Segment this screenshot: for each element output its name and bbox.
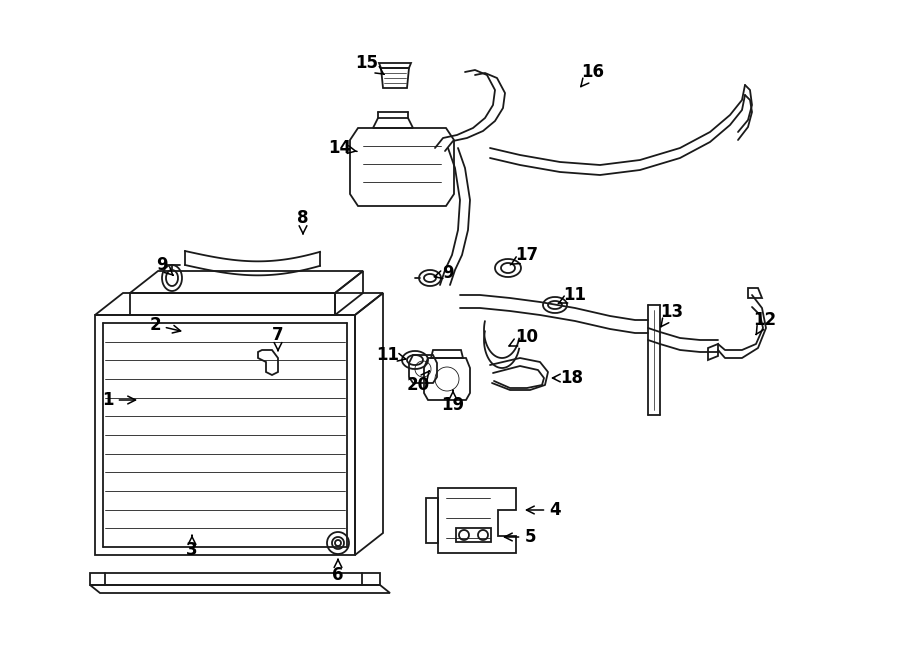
Text: 2: 2 bbox=[149, 316, 181, 334]
Text: 15: 15 bbox=[356, 54, 384, 74]
Text: 14: 14 bbox=[328, 139, 357, 157]
Text: 3: 3 bbox=[186, 535, 198, 559]
Text: 18: 18 bbox=[553, 369, 583, 387]
Text: 6: 6 bbox=[332, 560, 344, 584]
Text: 20: 20 bbox=[407, 371, 429, 394]
Text: 9: 9 bbox=[435, 264, 454, 282]
Text: 11: 11 bbox=[376, 346, 406, 364]
Text: 9: 9 bbox=[157, 256, 173, 275]
Text: 19: 19 bbox=[441, 391, 464, 414]
Text: 4: 4 bbox=[526, 501, 561, 519]
Text: 11: 11 bbox=[558, 286, 587, 304]
Text: 17: 17 bbox=[510, 246, 538, 265]
Text: 8: 8 bbox=[297, 209, 309, 233]
Text: 10: 10 bbox=[509, 328, 538, 346]
Text: 13: 13 bbox=[661, 303, 684, 327]
Text: 7: 7 bbox=[272, 326, 284, 350]
Text: 16: 16 bbox=[580, 63, 605, 87]
Text: 1: 1 bbox=[103, 391, 136, 409]
Text: 12: 12 bbox=[753, 311, 777, 334]
Text: 5: 5 bbox=[505, 528, 536, 546]
